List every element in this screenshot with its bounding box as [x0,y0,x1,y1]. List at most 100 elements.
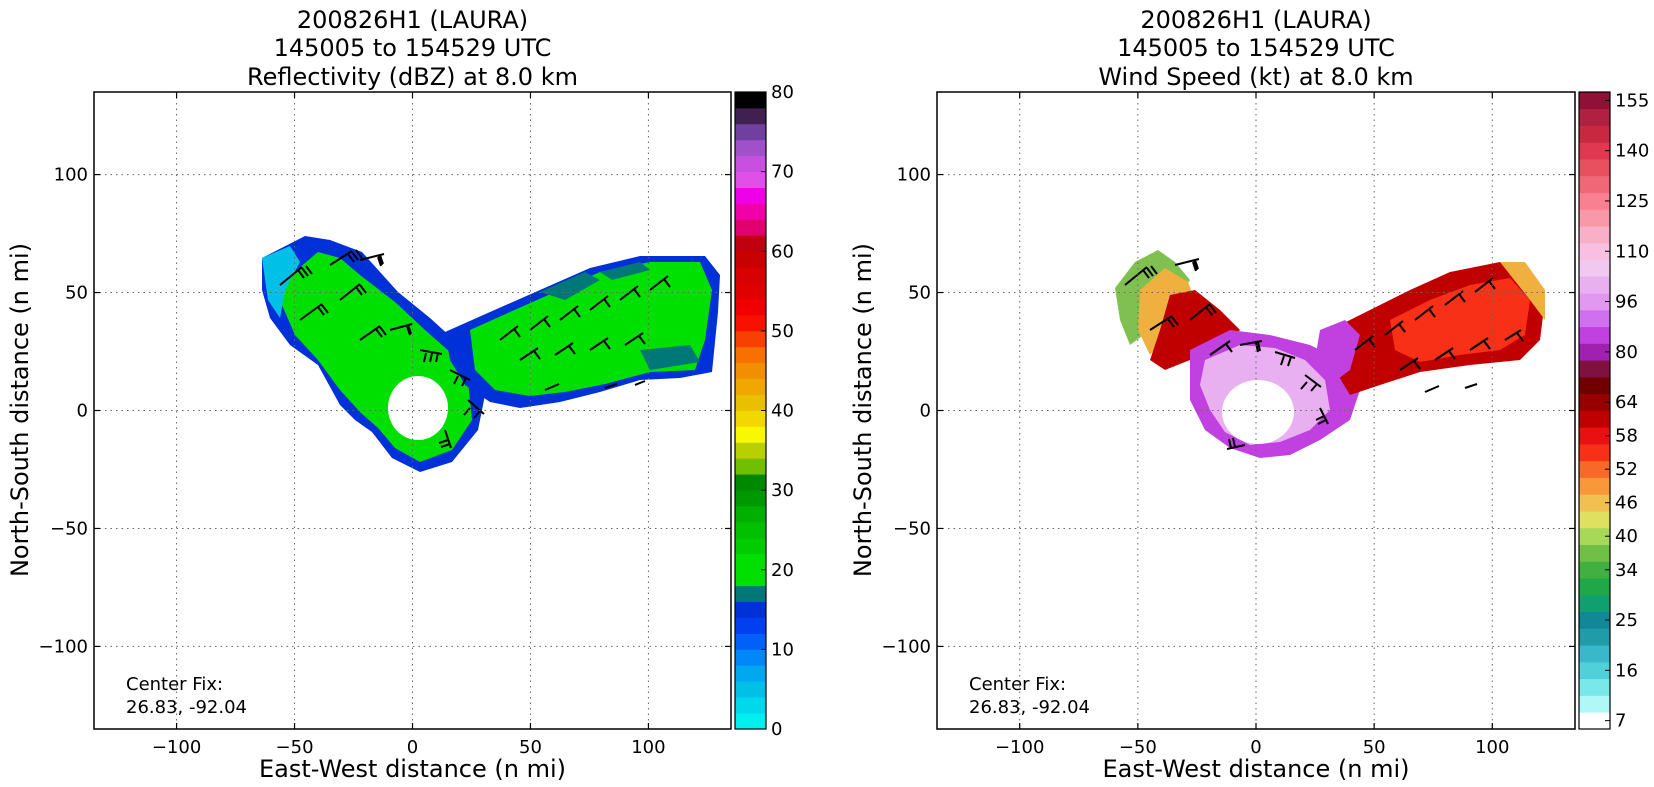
reflectivity-region-east-band [540,262,700,370]
reflectivity-wind-barbs [279,249,671,449]
reflectivity-colorbar-bin [735,267,766,284]
reflectivity-xticks: −100 −50 0 50 100 [152,92,666,758]
wind-speed-colorbar-tick-label: 125 [1615,191,1649,212]
wind-speed-xtick-label: −50 [1119,737,1157,758]
reflectivity-colorbar-bin [735,394,766,411]
wind-speed-colorbar-bin [1579,578,1610,596]
reflectivity-colorbar-bin [735,601,766,618]
reflectivity-colorbar-tick-label: 60 [771,241,794,262]
wind-speed-colorbar-bin [1579,460,1610,478]
wind-speed-colorbar-bin [1579,527,1610,546]
reflectivity-colorbar-bin [735,155,766,173]
wind-speed-colorbar-bin [1579,477,1610,495]
wind-speed-colorbar-bin [1579,293,1610,311]
reflectivity-title-line-1: 200826H1 (LAURA) [297,6,528,34]
reflectivity-colorbar-bin [735,235,766,252]
wind-speed-colorbar-bin [1579,142,1610,160]
wind-speed-colorbar-tick-label: 16 [1615,660,1638,681]
wind-speed-colorbar-bin [1579,393,1610,411]
wind-speed-colorbar-bin [1579,125,1610,143]
reflectivity-yticks: −100 −50 0 50 100 [39,165,731,657]
wind-speed-colorbar-bin [1579,92,1610,110]
wind-speed-colorbar-bin [1579,661,1610,680]
reflectivity-colorbar-bin [735,171,766,188]
wind-speed-region-east-bright [1390,278,1530,362]
reflectivity-ytick-label: −100 [39,636,88,657]
reflectivity-colorbar-tick-label: 50 [771,321,794,342]
wind-speed-colorbar-frame [1578,91,1611,730]
reflectivity-center-fix-coords: 26.83, -92.04 [126,697,247,718]
reflectivity-colorbar-bin [735,123,766,141]
wind-speed-colorbar-tick-label: 80 [1615,342,1638,363]
reflectivity-region-west-edge [262,246,300,318]
reflectivity-xtick-label: 0 [407,737,418,758]
reflectivity-colorbar-bin [735,713,766,730]
wind-speed-center-fix-coords: 26.83, -92.04 [969,697,1090,718]
reflectivity-colorbar-bin [735,442,766,459]
reflectivity-colorbar-tick-label: 0 [771,719,782,740]
reflectivity-colorbar-bin [735,490,766,507]
wind-speed-colorbar-tick-label: 64 [1615,392,1638,413]
wind-speed-title-line-2: 145005 to 154529 UTC [1117,34,1395,62]
wind-speed-colorbar-bin [1579,561,1610,579]
wind-speed-colorbar-bin [1579,326,1610,344]
reflectivity-colorbar-bin [735,553,766,571]
reflectivity-colorbar-bin [735,697,766,714]
wind-speed-ytick-label: −50 [893,518,931,539]
wind-speed-colorbar-bin [1579,678,1610,696]
reflectivity-field [262,236,720,472]
reflectivity-colorbar-tick-label: 10 [771,639,794,660]
wind-speed-colorbar-bin [1579,695,1610,713]
wind-speed-colorbar-tick-label: 34 [1615,560,1638,581]
reflectivity-colorbar-bin [735,92,766,109]
reflectivity-ylabel: North-South distance (n mi) [6,243,34,577]
wind-speed-colorbar-bin [1579,309,1610,328]
reflectivity-colorbar-bin [735,521,766,539]
wind-speed-colorbar-tick-label: 40 [1615,526,1638,547]
wind-speed-yticks: −100 −50 0 50 100 [882,165,1575,657]
reflectivity-xtick-label: −50 [276,737,314,758]
reflectivity-center-fix-label: Center Fix: [126,674,223,695]
reflectivity-colorbar-bin [735,314,766,332]
wind-speed-xtick-label: −100 [995,737,1044,758]
reflectivity-colorbar-bin [735,378,766,395]
wind-speed-colorbar-bin [1579,209,1610,227]
wind-speed-colorbar-tick-label: 7 [1615,711,1626,732]
reflectivity-colorbar-bin [735,569,766,587]
wind-speed-colorbar-bin [1579,242,1610,261]
wind-speed-colorbar-bin [1579,427,1610,445]
wind-speed-colorbar: 7 16 25 34 40 46 52 58 64 80 96 110 125 140 155 [1578,90,1649,732]
wind-speed-colorbar-bin [1579,259,1610,277]
wind-speed-colorbar-bin [1579,175,1610,193]
reflectivity-ytick-label: 50 [65,283,88,304]
reflectivity-colorbar-bin [735,537,766,555]
wind-speed-colorbar-tick-label: 25 [1615,610,1638,631]
wind-speed-colorbar-bin [1579,611,1610,629]
reflectivity-ytick-label: 100 [54,165,88,186]
wind-speed-colorbar-bin [1579,645,1610,663]
reflectivity-colorbar-bin [735,283,766,300]
wind-speed-grid [937,92,1575,729]
wind-speed-colorbar-bin [1579,712,1610,730]
reflectivity-colorbar-bin [735,585,766,602]
wind-speed-colorbar-bin [1579,628,1610,646]
reflectivity-ytick-label: −50 [50,518,88,539]
wind-speed-colorbar-bin [1579,444,1610,462]
wind-speed-colorbar-tick-label: 58 [1615,426,1638,447]
reflectivity-colorbar-bin [735,426,766,443]
reflectivity-xtick-label: −100 [152,737,201,758]
reflectivity-ytick-label: 0 [77,401,88,422]
reflectivity-title-line-2: 145005 to 154529 UTC [274,34,552,62]
reflectivity-colorbar-tick-label: 40 [771,401,794,422]
wind-speed-colorbar-bin [1579,343,1610,361]
wind-speed-colorbar-bin [1579,192,1610,210]
wind-speed-xtick-label: 50 [1363,737,1386,758]
wind-speed-xticks: −100 −50 0 50 100 [995,92,1509,758]
wind-speed-colorbar-bin [1579,511,1610,529]
reflectivity-colorbar-bin [735,649,766,666]
wind-speed-plot-frame [936,91,1576,730]
reflectivity-colorbar-bin [735,139,766,157]
wind-speed-colorbar-bin [1579,594,1610,613]
reflectivity-xtick-label: 50 [519,737,542,758]
wind-speed-ylabel: North-South distance (n mi) [849,243,877,577]
